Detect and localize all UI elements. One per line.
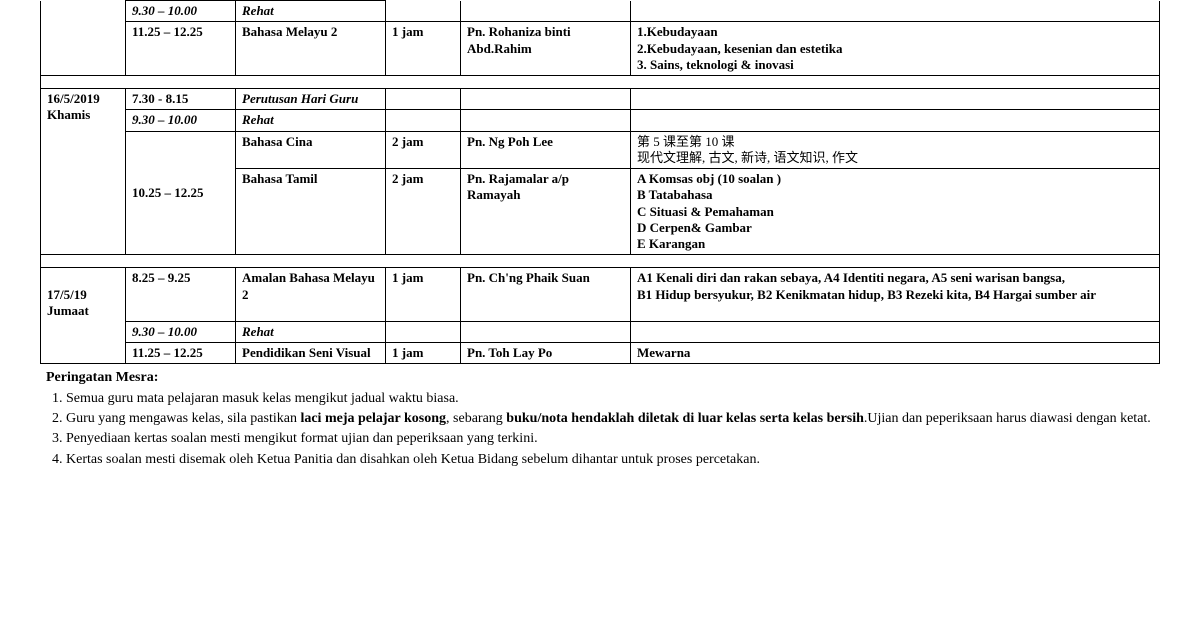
subject-cell: Pendidikan Seni Visual	[236, 342, 386, 363]
time-cell: 8.25 – 9.25	[126, 268, 236, 321]
dayname-text: Jumaat	[47, 303, 89, 318]
time-cell: 11.25 – 12.25	[126, 342, 236, 363]
date-cell: 16/5/2019 Khamis	[41, 89, 126, 132]
time-cell: 7.30 - 8.15	[126, 89, 236, 110]
teacher-cell: Pn. Rohaniza binti Abd.Rahim	[461, 22, 631, 76]
subject-cell: Rehat	[236, 1, 386, 22]
teacher-cell: Pn. Ch'ng Phaik Suan	[461, 268, 631, 321]
date-cell	[41, 22, 126, 76]
reminder-item: Semua guru mata pelajaran masuk kelas me…	[66, 390, 1160, 408]
subject-cell: Amalan Bahasa Melayu 2	[236, 268, 386, 321]
spacer-row	[41, 76, 1160, 89]
date-cell	[41, 342, 126, 363]
teacher-cell	[461, 89, 631, 110]
notes-cell: A Komsas obj (10 soalan )B TatabahasaC S…	[631, 169, 1160, 255]
table-row: 11.25 – 12.25 Bahasa Melayu 2 1 jam Pn. …	[41, 22, 1160, 76]
notes-cell: 第 5 课至第 10 课现代文理解, 古文, 新诗, 语文知识, 作文	[631, 131, 1160, 169]
duration-cell	[386, 321, 461, 342]
duration-cell	[386, 110, 461, 131]
table-row: 17/5/19 Jumaat 8.25 – 9.25 Amalan Bahasa…	[41, 268, 1160, 321]
subject-cell: Rehat	[236, 321, 386, 342]
notes-cell	[631, 321, 1160, 342]
date-cell	[41, 131, 126, 169]
date-cell	[41, 1, 126, 22]
notes-cell	[631, 1, 1160, 22]
duration-cell: 2 jam	[386, 169, 461, 255]
table-row: 16/5/2019 Khamis 7.30 - 8.15 Perutusan H…	[41, 89, 1160, 110]
notes-cell	[631, 110, 1160, 131]
time-cell: 9.30 – 10.00	[126, 321, 236, 342]
subject-cell: Perutusan Hari Guru	[236, 89, 386, 110]
duration-cell: 2 jam	[386, 131, 461, 169]
time-cell: 9.30 – 10.00	[126, 110, 236, 131]
duration-cell	[386, 89, 461, 110]
subject-cell: Bahasa Tamil	[236, 169, 386, 255]
table-row: 9.30 – 10.00 Rehat	[41, 321, 1160, 342]
duration-cell: 1 jam	[386, 268, 461, 321]
teacher-cell: Pn. Ng Poh Lee	[461, 131, 631, 169]
time-cell: 9.30 – 10.00	[126, 1, 236, 22]
date-cell: 17/5/19 Jumaat	[41, 268, 126, 321]
reminder-item: Kertas soalan mesti disemak oleh Ketua P…	[66, 451, 1160, 469]
reminder-title: Peringatan Mesra:	[40, 370, 1160, 386]
date-cell	[41, 321, 126, 342]
table-row: 11.25 – 12.25 Pendidikan Seni Visual 1 j…	[41, 342, 1160, 363]
table-row: 9.30 – 10.00 Rehat	[41, 110, 1160, 131]
reminders-list: Semua guru mata pelajaran masuk kelas me…	[40, 390, 1160, 469]
reminder-item: Penyediaan kertas soalan mesti mengikut …	[66, 430, 1160, 448]
spacer-row	[41, 255, 1160, 268]
notes-cell: Mewarna	[631, 342, 1160, 363]
teacher-cell	[461, 321, 631, 342]
page-container: 9.30 – 10.00 Rehat 11.25 – 12.25 Bahasa …	[0, 0, 1200, 469]
date-cell	[41, 169, 126, 255]
notes-cell: A1 Kenali diri dan rakan sebaya, A4 Iden…	[631, 268, 1160, 321]
teacher-cell	[461, 1, 631, 22]
subject-cell: Rehat	[236, 110, 386, 131]
schedule-table: 9.30 – 10.00 Rehat 11.25 – 12.25 Bahasa …	[40, 0, 1160, 364]
teacher-cell	[461, 110, 631, 131]
time-cell: 11.25 – 12.25	[126, 22, 236, 76]
time-cell: 10.25 – 12.25	[126, 131, 236, 255]
table-row: 10.25 – 12.25 Bahasa Cina 2 jam Pn. Ng P…	[41, 131, 1160, 169]
duration-cell	[386, 1, 461, 22]
reminder-item: Guru yang mengawas kelas, sila pastikan …	[66, 410, 1160, 428]
duration-cell: 1 jam	[386, 22, 461, 76]
subject-cell: Bahasa Cina	[236, 131, 386, 169]
teacher-cell: Pn. Toh Lay Po	[461, 342, 631, 363]
table-row: 9.30 – 10.00 Rehat	[41, 1, 1160, 22]
subject-cell: Bahasa Melayu 2	[236, 22, 386, 76]
notes-cell: 1.Kebudayaan2.Kebudayaan, kesenian dan e…	[631, 22, 1160, 76]
date-text: 16/5/2019	[47, 91, 100, 106]
notes-cell	[631, 89, 1160, 110]
duration-cell: 1 jam	[386, 342, 461, 363]
date-text: 17/5/19	[47, 287, 87, 302]
dayname-text: Khamis	[47, 107, 90, 122]
teacher-cell: Pn. Rajamalar a/p Ramayah	[461, 169, 631, 255]
